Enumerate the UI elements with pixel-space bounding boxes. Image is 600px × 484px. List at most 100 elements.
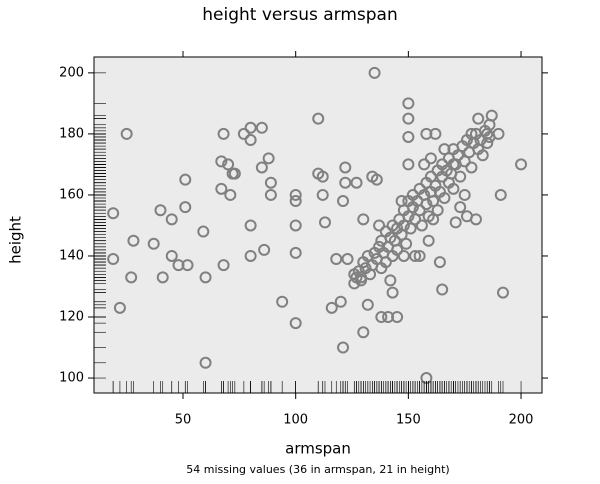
point	[418, 158, 431, 171]
point	[113, 301, 126, 314]
point	[330, 253, 343, 266]
point	[179, 173, 192, 186]
point	[217, 127, 230, 140]
y-tick-label: 160	[59, 187, 84, 202]
point	[402, 97, 415, 110]
point	[339, 176, 352, 189]
point	[395, 195, 408, 208]
point	[224, 188, 237, 201]
point	[289, 317, 302, 330]
point	[400, 237, 413, 250]
point	[222, 158, 235, 171]
point	[120, 127, 133, 140]
point	[476, 149, 489, 162]
point	[316, 188, 329, 201]
point	[215, 182, 228, 195]
point	[197, 225, 210, 238]
point	[449, 216, 462, 229]
point	[289, 195, 302, 208]
point	[339, 161, 352, 174]
y-axis-label: height	[7, 216, 25, 264]
point	[447, 182, 460, 195]
point	[312, 112, 325, 125]
point	[368, 66, 381, 79]
point	[379, 256, 392, 269]
point	[318, 216, 331, 229]
x-tick-label: 200	[509, 413, 534, 428]
point	[438, 143, 451, 156]
y-tick-label: 100	[59, 371, 84, 386]
x-tick-label: 100	[283, 413, 308, 428]
point	[402, 130, 415, 143]
point	[258, 243, 271, 256]
point	[264, 176, 277, 189]
point	[156, 271, 169, 284]
point	[413, 204, 426, 217]
point	[350, 176, 363, 189]
point	[199, 271, 212, 284]
point	[458, 155, 471, 168]
point	[460, 134, 473, 147]
point	[469, 213, 482, 226]
point	[420, 198, 433, 211]
point	[451, 149, 464, 162]
point	[217, 259, 230, 272]
point	[262, 152, 275, 165]
point	[370, 173, 383, 186]
point	[483, 130, 496, 143]
point	[433, 256, 446, 269]
point	[375, 311, 388, 324]
point	[454, 170, 467, 183]
point	[424, 170, 437, 183]
point	[181, 259, 194, 272]
point	[199, 356, 212, 369]
point	[289, 246, 302, 259]
point	[255, 121, 268, 134]
point	[472, 112, 485, 125]
point	[334, 295, 347, 308]
point	[244, 219, 257, 232]
x-tick-label: 50	[175, 413, 192, 428]
point	[147, 237, 160, 250]
point	[341, 253, 354, 266]
point	[289, 188, 302, 201]
point	[409, 213, 422, 226]
y-tick-label: 140	[59, 248, 84, 263]
point	[429, 127, 442, 140]
point	[422, 234, 435, 247]
y-tick-label: 200	[59, 65, 84, 80]
point	[397, 249, 410, 262]
point	[107, 207, 120, 220]
point	[427, 195, 440, 208]
y-tick-label: 180	[59, 126, 84, 141]
point	[373, 219, 386, 232]
point	[264, 188, 277, 201]
point	[424, 152, 437, 165]
point	[316, 170, 329, 183]
point	[154, 204, 167, 217]
point	[289, 219, 302, 232]
point	[497, 286, 510, 299]
point	[179, 201, 192, 214]
point	[465, 161, 478, 174]
point	[458, 188, 471, 201]
point	[415, 219, 428, 232]
point	[165, 249, 178, 262]
point	[422, 210, 435, 223]
point	[357, 213, 370, 226]
point	[402, 210, 415, 223]
point	[404, 222, 417, 235]
chart-title: height versus armspan	[202, 5, 398, 25]
point	[361, 298, 374, 311]
point	[515, 158, 528, 171]
point	[494, 188, 507, 201]
point	[237, 127, 250, 140]
note: 54 missing values (36 in armspan, 21 in …	[186, 463, 449, 476]
point	[384, 274, 397, 287]
point	[337, 195, 350, 208]
point	[436, 283, 449, 296]
point	[409, 249, 422, 262]
point	[481, 137, 494, 150]
point	[391, 243, 404, 256]
